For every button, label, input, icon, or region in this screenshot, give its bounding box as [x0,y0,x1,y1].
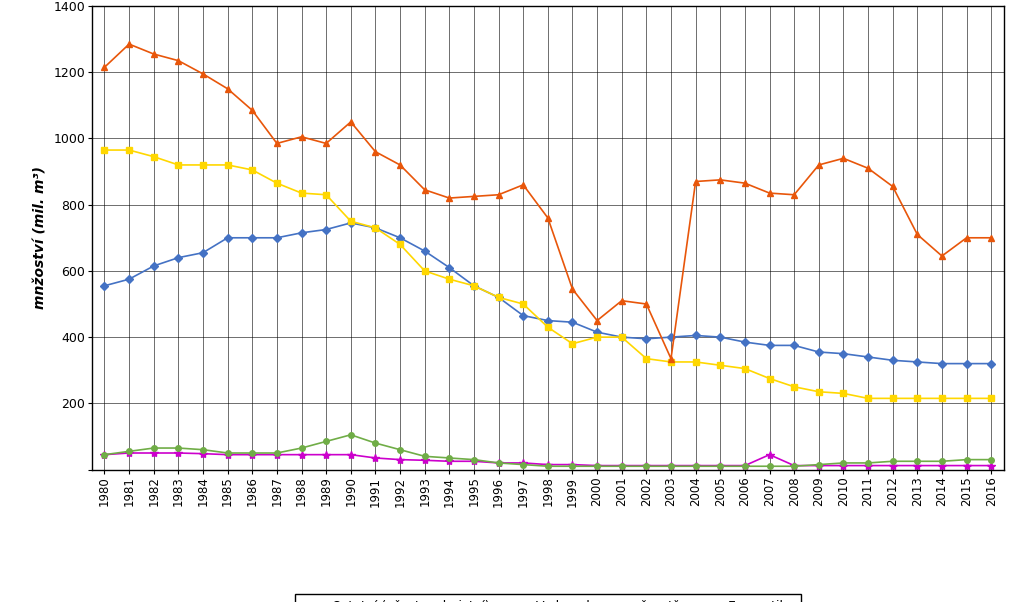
Legend: Ostatní (vč. stavebnictví), Zemědělství, Vodovody pro veř. potř., Průmysl (vč. d: Ostatní (vč. stavebnictví), Zemědělství,… [295,594,801,602]
Y-axis label: mnžoství (mil. m³): mnžoství (mil. m³) [34,166,48,309]
